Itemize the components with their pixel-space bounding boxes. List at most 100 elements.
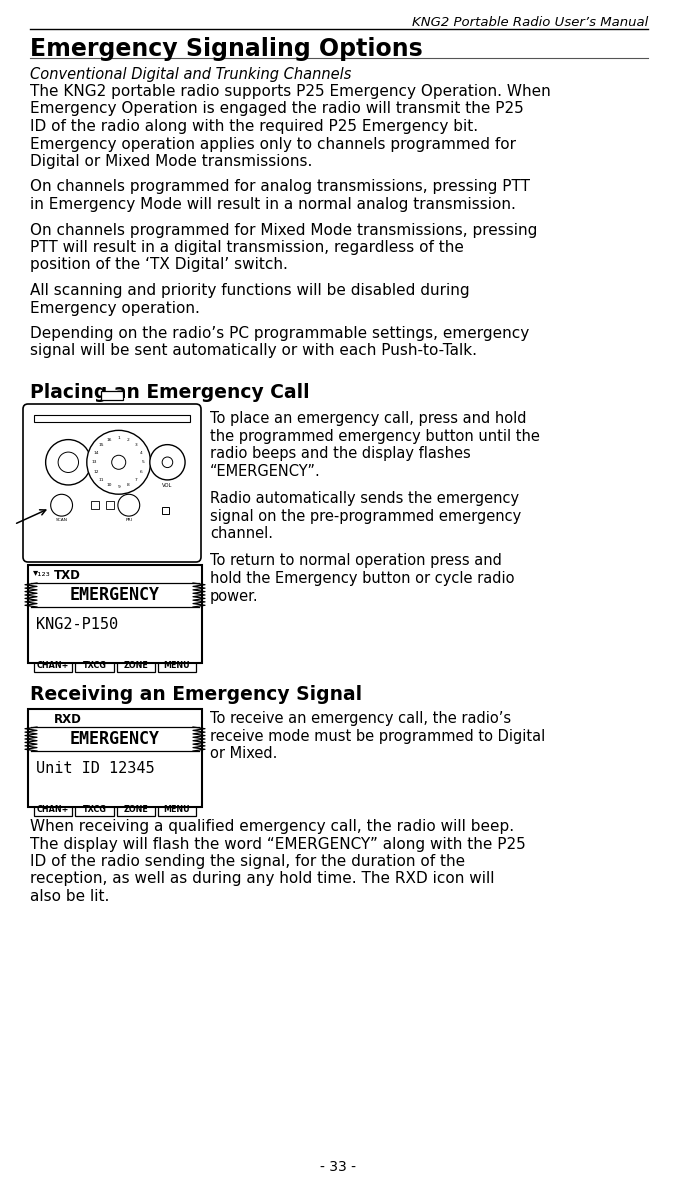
Text: ZONE: ZONE: [124, 661, 148, 670]
Text: TXCG: TXCG: [82, 805, 107, 814]
Circle shape: [46, 440, 91, 485]
Text: Radio automatically sends the emergency: Radio automatically sends the emergency: [210, 491, 519, 506]
Text: When receiving a qualified emergency call, the radio will beep.: When receiving a qualified emergency cal…: [30, 819, 514, 834]
Text: 9: 9: [117, 485, 120, 489]
Text: RXD: RXD: [54, 713, 82, 726]
Bar: [34, 415, 190, 422]
Circle shape: [162, 457, 173, 468]
Text: EMERGENCY: EMERGENCY: [70, 586, 160, 604]
Circle shape: [58, 452, 78, 473]
Text: The KNG2 portable radio supports P25 Emergency Operation. When: The KNG2 portable radio supports P25 Eme…: [30, 84, 551, 99]
Text: The display will flash the word “EMERGENCY” along with the P25: The display will flash the word “EMERGEN…: [30, 837, 526, 851]
Text: “EMERGENCY”.: “EMERGENCY”.: [210, 463, 321, 479]
Bar: [101, 391, 123, 400]
Text: signal will be sent automatically or with each Push-to-Talk.: signal will be sent automatically or wit…: [30, 344, 477, 358]
Text: On channels programmed for analog transmissions, pressing PTT: On channels programmed for analog transm…: [30, 180, 530, 195]
Text: CHAN+: CHAN+: [37, 661, 70, 670]
Circle shape: [118, 494, 140, 517]
Text: 2: 2: [127, 437, 130, 442]
Text: receive mode must be programmed to Digital: receive mode must be programmed to Digit…: [210, 728, 545, 743]
Text: power.: power.: [210, 589, 259, 604]
Text: 4: 4: [140, 450, 143, 455]
Text: radio beeps and the display flashes: radio beeps and the display flashes: [210, 446, 470, 461]
Text: reception, as well as during any hold time. The RXD icon will: reception, as well as during any hold ti…: [30, 871, 495, 886]
Bar: [91, 501, 99, 509]
Bar: [190, 710, 196, 712]
Text: 15: 15: [99, 443, 104, 447]
Circle shape: [87, 430, 151, 494]
Text: ZONE: ZONE: [124, 805, 148, 814]
Bar: [34, 803, 72, 816]
Text: Emergency operation.: Emergency operation.: [30, 300, 200, 316]
Bar: [75, 803, 113, 816]
Bar: [158, 660, 196, 673]
Bar: [158, 803, 196, 816]
Text: channel.: channel.: [210, 526, 273, 541]
Bar: [117, 660, 155, 673]
Text: 10: 10: [107, 483, 112, 487]
Text: To return to normal operation press and: To return to normal operation press and: [210, 553, 502, 569]
Bar: [41, 571, 44, 579]
Circle shape: [111, 455, 126, 469]
Text: ID of the radio along with the required P25 Emergency bit.: ID of the radio along with the required …: [30, 119, 478, 134]
Text: Placing an Emergency Call: Placing an Emergency Call: [30, 383, 310, 402]
Text: Conventional Digital and Trunking Channels: Conventional Digital and Trunking Channe…: [30, 67, 352, 82]
Text: position of the ‘TX Digital’ switch.: position of the ‘TX Digital’ switch.: [30, 258, 288, 273]
Bar: [163, 507, 169, 514]
Text: 7: 7: [135, 478, 138, 481]
Bar: [188, 712, 198, 725]
Text: 14: 14: [93, 450, 99, 455]
Text: ▾₁₂₃: ▾₁₂₃: [33, 569, 51, 578]
Bar: [45, 713, 48, 723]
Text: 16: 16: [107, 437, 112, 442]
Text: TXD: TXD: [54, 569, 81, 582]
Bar: [188, 569, 198, 580]
Text: ID of the radio sending the signal, for the duration of the: ID of the radio sending the signal, for …: [30, 855, 465, 869]
Text: KNG2 Portable Radio User’s Manual: KNG2 Portable Radio User’s Manual: [412, 17, 648, 30]
Bar: [37, 717, 40, 723]
Text: CHAN+: CHAN+: [37, 805, 70, 814]
Text: 8: 8: [127, 483, 130, 487]
Bar: [75, 660, 113, 673]
Text: TXCG: TXCG: [82, 661, 107, 670]
Bar: [28, 709, 202, 807]
FancyBboxPatch shape: [23, 404, 201, 561]
Text: SCAN: SCAN: [55, 518, 68, 522]
Text: MENU: MENU: [163, 805, 190, 814]
Text: in Emergency Mode will result in a normal analog transmission.: in Emergency Mode will result in a norma…: [30, 197, 516, 212]
Circle shape: [150, 444, 185, 480]
Bar: [117, 803, 155, 816]
Text: To place an emergency call, press and hold: To place an emergency call, press and ho…: [210, 411, 526, 426]
Circle shape: [51, 494, 72, 517]
Bar: [107, 501, 114, 509]
Text: the programmed emergency button until the: the programmed emergency button until th…: [210, 429, 540, 443]
Text: Digital or Mixed Mode transmissions.: Digital or Mixed Mode transmissions.: [30, 154, 313, 169]
Bar: [37, 573, 40, 579]
Text: VOL: VOL: [162, 483, 173, 488]
Text: Emergency operation applies only to channels programmed for: Emergency operation applies only to chan…: [30, 136, 516, 151]
Text: Unit ID 12345: Unit ID 12345: [36, 761, 155, 777]
Text: PTT will result in a digital transmission, regardless of the: PTT will result in a digital transmissio…: [30, 240, 464, 255]
Text: also be lit.: also be lit.: [30, 889, 109, 904]
Text: - 33 -: - 33 -: [319, 1160, 356, 1174]
Text: 13: 13: [91, 460, 97, 465]
Text: 3: 3: [135, 443, 138, 447]
Text: Emergency Signaling Options: Emergency Signaling Options: [30, 37, 423, 61]
Bar: [34, 660, 72, 673]
Text: Depending on the radio’s PC programmable settings, emergency: Depending on the radio’s PC programmable…: [30, 326, 529, 340]
Bar: [33, 574, 36, 579]
Text: EMERGENCY: EMERGENCY: [70, 730, 160, 748]
Bar: [190, 566, 196, 569]
Text: 6: 6: [140, 469, 143, 474]
Text: hold the Emergency button or cycle radio: hold the Emergency button or cycle radio: [210, 571, 514, 586]
Text: 1: 1: [117, 436, 120, 440]
Text: PRI: PRI: [126, 518, 132, 522]
Bar: [45, 569, 48, 579]
Text: All scanning and priority functions will be disabled during: All scanning and priority functions will…: [30, 282, 470, 298]
Text: signal on the pre-programmed emergency: signal on the pre-programmed emergency: [210, 508, 521, 524]
Bar: [28, 565, 202, 663]
Bar: [41, 715, 44, 723]
Text: 12: 12: [93, 469, 99, 474]
Text: Emergency Operation is engaged the radio will transmit the P25: Emergency Operation is engaged the radio…: [30, 102, 524, 117]
Text: or Mixed.: or Mixed.: [210, 746, 277, 761]
